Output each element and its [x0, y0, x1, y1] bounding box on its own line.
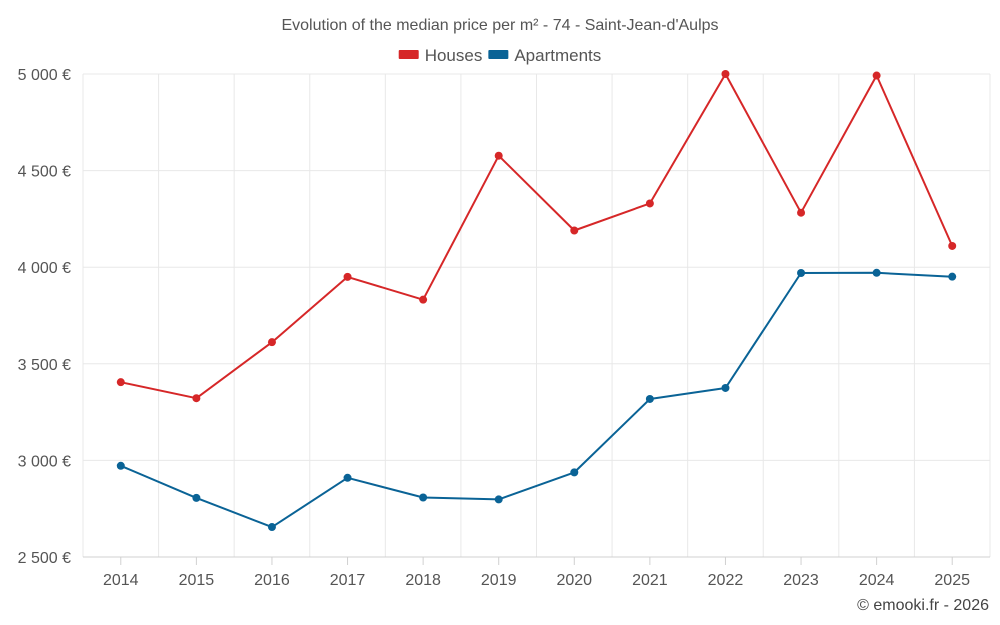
apartments-point: [570, 468, 579, 477]
x-tick-label: 2022: [708, 572, 744, 589]
houses-point: [872, 71, 881, 80]
x-tick-label: 2019: [481, 572, 517, 589]
apartments-point: [721, 383, 730, 392]
apartments-point: [797, 268, 806, 277]
x-tick-label: 2017: [330, 572, 366, 589]
x-tick-label: 2015: [179, 572, 215, 589]
chart-title: Evolution of the median price per m² - 7…: [281, 17, 718, 34]
houses-point: [948, 241, 957, 250]
houses-point: [267, 338, 276, 347]
x-tick-label: 2025: [934, 572, 970, 589]
legend-label: Houses: [425, 46, 483, 65]
series-layer: [116, 70, 957, 532]
houses-series-line: [120, 73, 954, 400]
houses-point: [419, 295, 428, 304]
houses-point: [570, 226, 579, 235]
houses-point: [721, 70, 730, 78]
apartments-point: [116, 461, 125, 470]
y-tick-label: 2 500 €: [18, 550, 71, 567]
legend-item-houses: Houses: [398, 46, 483, 65]
x-tick-label: 2024: [859, 572, 895, 589]
apartments-point: [267, 523, 276, 532]
y-tick-label: 3 500 €: [18, 357, 71, 374]
legend-label: Apartments: [514, 46, 601, 65]
legend-item-apartments: Apartments: [488, 46, 601, 65]
houses-point: [645, 199, 654, 208]
apartments-point: [948, 272, 957, 281]
houses-point: [343, 272, 352, 281]
apartments-point: [192, 493, 201, 502]
apartments-point: [645, 394, 654, 403]
y-tick-label: 4 500 €: [18, 164, 71, 181]
x-tick-label: 2018: [405, 572, 441, 589]
x-tick-label: 2014: [103, 572, 139, 589]
houses-legend-swatch: [398, 50, 419, 59]
houses-point: [494, 151, 503, 160]
x-tick-label: 2023: [783, 572, 819, 589]
apartments-point: [419, 493, 428, 502]
y-tick-label: 3 000 €: [18, 453, 71, 470]
apartments-point: [343, 473, 352, 482]
credit-text: © emooki.fr - 2026: [857, 597, 989, 614]
y-tick-label: 4 000 €: [18, 260, 71, 277]
apartments-legend-swatch: [488, 50, 509, 59]
houses-point: [192, 394, 201, 403]
apartments-point: [494, 495, 503, 504]
apartments-series-line: [120, 271, 953, 529]
y-axis: 2 500 € 3 000 € 3 500 € 4 000 € 4 500 € 5 000…: [18, 67, 71, 567]
y-tick-label: 5 000 €: [18, 67, 71, 84]
grid: [82, 73, 991, 558]
x-tick-label: 2021: [632, 572, 668, 589]
x-tick-label: 2016: [254, 572, 290, 589]
x-tick-label: 2020: [556, 572, 592, 589]
houses-point: [116, 378, 125, 387]
houses-point: [797, 208, 806, 217]
apartments-point: [872, 268, 881, 277]
legend: Houses Apartments: [398, 46, 601, 65]
x-axis: 2014 2015 2016 2017 2018 2019 2020 2021 2022 2023…: [83, 556, 990, 589]
